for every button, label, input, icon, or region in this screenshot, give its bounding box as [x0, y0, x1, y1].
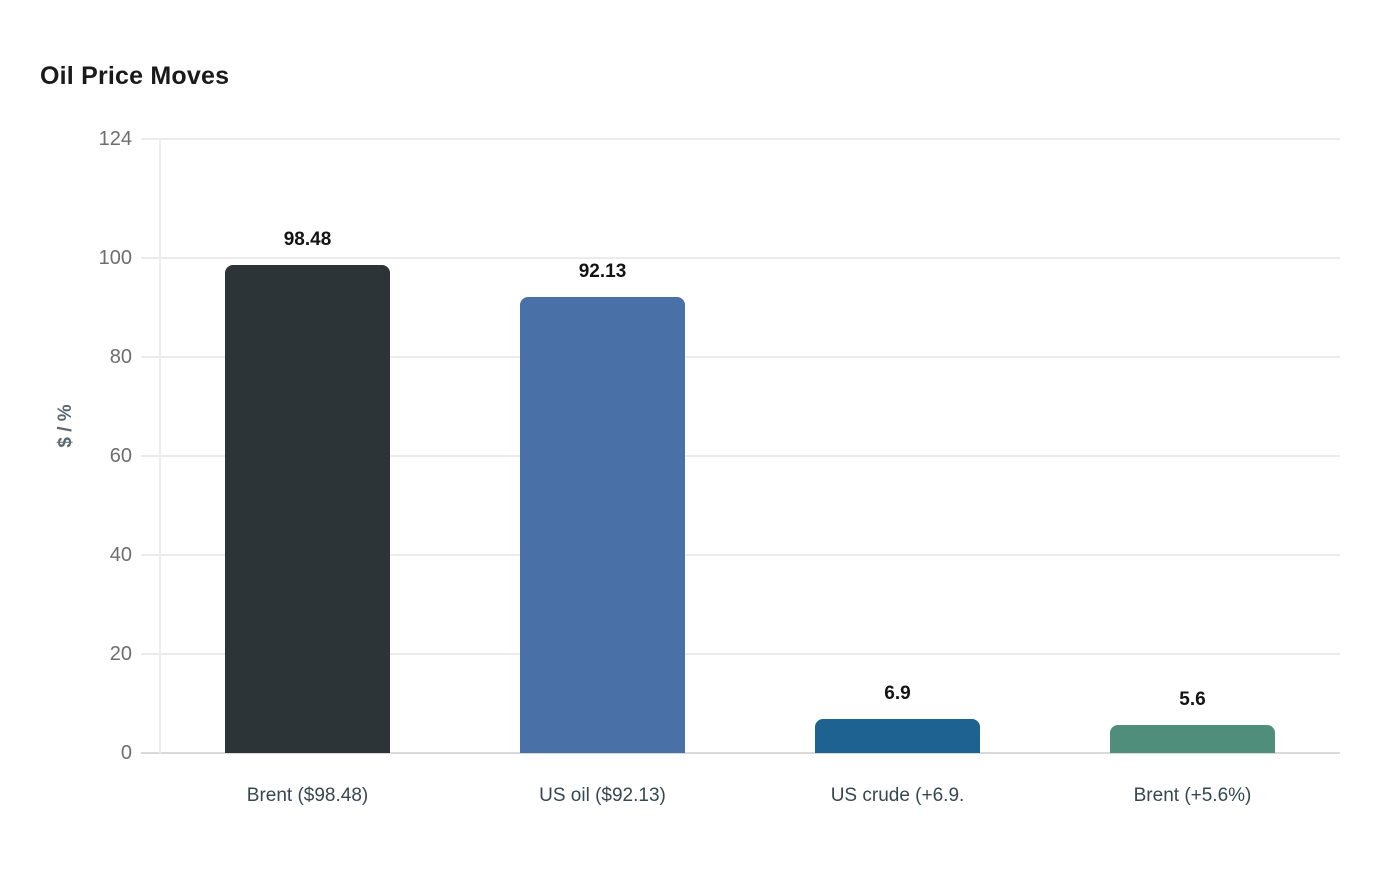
bar-4[interactable]	[1110, 725, 1275, 753]
gridline	[141, 454, 1340, 457]
y-tick-label: 80	[109, 345, 132, 368]
y-tick-label: 124	[98, 128, 132, 150]
value-label: 92.13	[578, 260, 627, 282]
x-axis-baseline	[141, 752, 1340, 754]
y-tick-label: 40	[109, 543, 132, 566]
value-label: 98.48	[283, 229, 332, 251]
value-label: 5.6	[1179, 689, 1206, 711]
x-category-label: Brent ($98.48)	[246, 785, 369, 806]
bar-3[interactable]	[815, 718, 980, 753]
y-tick-label: 60	[109, 444, 132, 467]
gridline	[141, 256, 1340, 259]
bar-1[interactable]	[225, 265, 390, 753]
y-tick-label: 0	[120, 742, 132, 764]
gridline	[141, 652, 1340, 655]
x-category-label: Brent (+5.6%)	[1133, 785, 1252, 806]
gridline	[141, 553, 1340, 556]
x-category-label: US oil ($92.13)	[539, 785, 666, 806]
chart-title: Oil Price Moves	[40, 62, 230, 90]
gridline	[141, 355, 1340, 358]
y-tick-label: 100	[98, 246, 132, 269]
bar-2[interactable]	[520, 296, 685, 753]
value-label: 6.9	[884, 682, 911, 704]
x-category-label: US crude (+6.9.	[830, 785, 965, 806]
gridline	[141, 138, 1340, 140]
y-axis-line	[159, 139, 161, 753]
y-tick-label: 20	[109, 642, 132, 665]
